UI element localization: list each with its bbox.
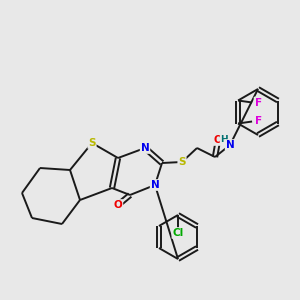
- Text: O: O: [214, 135, 222, 145]
- Text: N: N: [141, 143, 149, 153]
- Text: S: S: [88, 138, 96, 148]
- Text: O: O: [114, 200, 122, 210]
- Text: Cl: Cl: [172, 228, 184, 238]
- Text: N: N: [226, 140, 234, 150]
- Text: S: S: [178, 157, 186, 167]
- Text: F: F: [254, 98, 262, 107]
- Text: F: F: [254, 116, 262, 127]
- Text: H: H: [220, 136, 228, 145]
- Text: N: N: [151, 180, 159, 190]
